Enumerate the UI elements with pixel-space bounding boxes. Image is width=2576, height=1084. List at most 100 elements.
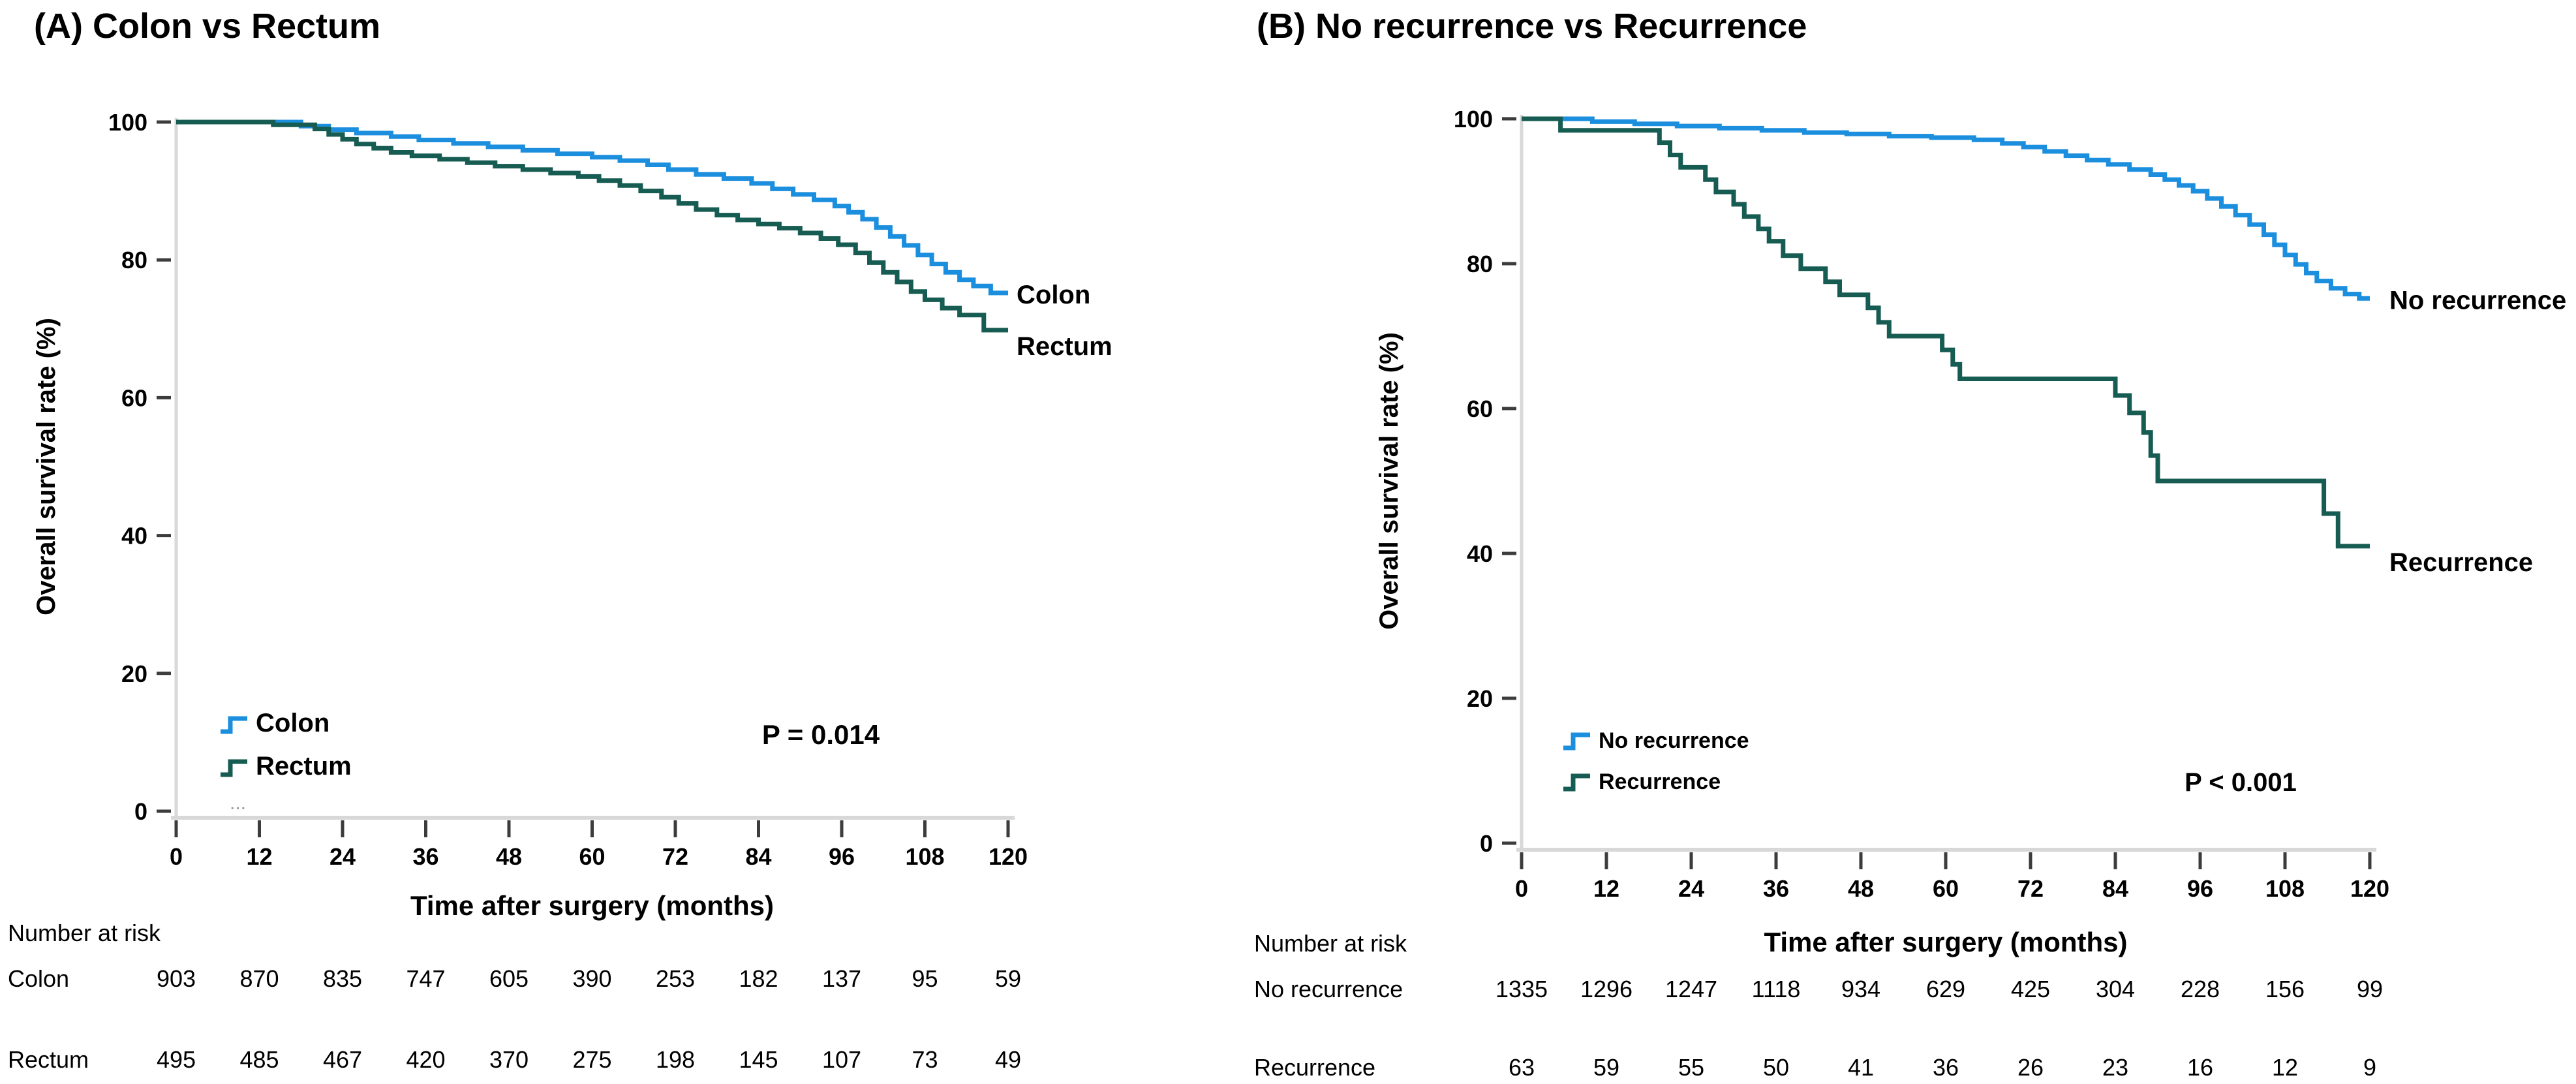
x-tick-label: 72 xyxy=(2017,875,2044,902)
y-tick-label: 80 xyxy=(1467,251,1493,277)
p-value-label: P < 0.001 xyxy=(2185,768,2297,797)
curve-end-label-no-recurrence: No recurrence xyxy=(2389,286,2566,315)
at-risk-value: 156 xyxy=(2265,976,2305,1002)
x-tick-label: 108 xyxy=(905,843,944,870)
at-risk-value: 55 xyxy=(1678,1054,1704,1081)
at-risk-value: 425 xyxy=(2011,976,2050,1002)
x-tick-label: 84 xyxy=(745,843,771,870)
x-tick-label: 60 xyxy=(1933,875,1959,902)
x-tick-label: 0 xyxy=(1515,875,1528,902)
at-risk-value: 390 xyxy=(572,965,611,992)
at-risk-value: 182 xyxy=(739,965,778,992)
y-tick-label: 80 xyxy=(121,247,147,273)
at-risk-value: 145 xyxy=(739,1046,778,1073)
at-risk-value: 605 xyxy=(489,965,529,992)
y-tick-label: 100 xyxy=(1454,106,1493,132)
legend-censor-dots: ... xyxy=(230,792,246,814)
at-risk-value: 63 xyxy=(1509,1054,1535,1081)
legend-step-icon-no-recurrence xyxy=(1563,732,1590,751)
at-risk-value: 304 xyxy=(2096,976,2135,1002)
legend-label-colon: Colon xyxy=(256,709,330,737)
x-tick-label: 60 xyxy=(579,843,605,870)
at-risk-row-label-rectum: Rectum xyxy=(8,1046,89,1073)
at-risk-value: 198 xyxy=(656,1046,695,1073)
x-tick-label: 84 xyxy=(2102,875,2128,902)
at-risk-value: 36 xyxy=(1933,1054,1959,1081)
km-curve-colon xyxy=(176,119,1008,296)
at-risk-row-label-recurrence: Recurrence xyxy=(1254,1054,1375,1081)
y-tick-label: 0 xyxy=(134,798,147,825)
x-tick-label: 12 xyxy=(1593,875,1619,902)
at-risk-value: 870 xyxy=(239,965,279,992)
legend-label-recurrence: Recurrence xyxy=(1599,769,1721,794)
at-risk-value: 1118 xyxy=(1752,976,1801,1002)
curve-end-label-rectum: Rectum xyxy=(1017,332,1112,361)
curve-end-label-recurrence: Recurrence xyxy=(2389,548,2533,577)
y-tick-label: 60 xyxy=(1467,395,1493,422)
y-tick-label: 0 xyxy=(1480,830,1493,857)
x-tick-label: 120 xyxy=(2350,875,2389,902)
number-at-risk-header: Number at risk xyxy=(1254,930,1407,957)
x-tick-label: 96 xyxy=(2187,875,2213,902)
legend-label-rectum: Rectum xyxy=(256,752,352,781)
at-risk-value: 59 xyxy=(1593,1054,1619,1081)
at-risk-value: 16 xyxy=(2187,1054,2213,1081)
km-curve-no-recurrence xyxy=(1522,116,2370,301)
y-axis-title: Overall survival rate (%) xyxy=(32,318,61,615)
at-risk-value: 12 xyxy=(2272,1054,2298,1081)
y-tick-label: 40 xyxy=(121,523,147,550)
at-risk-value: 1247 xyxy=(1665,976,1717,1002)
at-risk-value: 275 xyxy=(572,1046,611,1073)
legend-label-no-recurrence: No recurrence xyxy=(1599,728,1749,753)
x-tick-label: 0 xyxy=(170,843,183,870)
x-axis-title: Time after surgery (months) xyxy=(1764,927,2127,957)
x-tick-label: 108 xyxy=(2265,875,2305,902)
at-risk-value: 50 xyxy=(1763,1054,1789,1081)
x-tick-label: 120 xyxy=(989,843,1028,870)
number-at-risk-header: Number at risk xyxy=(8,920,161,946)
at-risk-value: 370 xyxy=(489,1046,529,1073)
x-tick-label: 96 xyxy=(829,843,855,870)
at-risk-value: 903 xyxy=(157,965,196,992)
at-risk-value: 41 xyxy=(1848,1054,1874,1081)
curve-end-label-colon: Colon xyxy=(1017,281,1090,309)
at-risk-value: 253 xyxy=(656,965,695,992)
km-curve-recurrence xyxy=(1522,116,2370,549)
y-tick-label: 20 xyxy=(121,660,147,687)
y-axis-title: Overall survival rate (%) xyxy=(1375,332,1403,630)
at-risk-value: 747 xyxy=(406,965,445,992)
at-risk-value: 495 xyxy=(157,1046,196,1073)
legend-step-icon-rectum xyxy=(221,759,247,777)
y-tick-label: 60 xyxy=(121,384,147,411)
p-value-label: P = 0.014 xyxy=(762,719,880,750)
at-risk-value: 49 xyxy=(995,1046,1021,1073)
panel-a: (A) Colon vs Rectum Overall survival rate… xyxy=(8,7,1112,1073)
at-risk-value: 1296 xyxy=(1580,976,1633,1002)
at-risk-value: 629 xyxy=(1926,976,1965,1002)
at-risk-row-label-no-recurrence: No recurrence xyxy=(1254,976,1403,1002)
x-tick-label: 72 xyxy=(662,843,688,870)
at-risk-value: 23 xyxy=(2102,1054,2128,1081)
at-risk-value: 228 xyxy=(2181,976,2220,1002)
at-risk-value: 95 xyxy=(912,965,938,992)
at-risk-value: 137 xyxy=(822,965,861,992)
at-risk-value: 835 xyxy=(323,965,362,992)
panel-b: (B) No recurrence vs Recurrence Overall s… xyxy=(1254,7,2566,1081)
km-curve-rectum xyxy=(176,119,1008,333)
panel-title: (B) No recurrence vs Recurrence xyxy=(1257,7,1807,46)
x-tick-label: 36 xyxy=(1763,875,1789,902)
at-risk-value: 107 xyxy=(822,1046,861,1073)
y-tick-label: 40 xyxy=(1467,540,1493,567)
at-risk-value: 59 xyxy=(995,965,1021,992)
at-risk-value: 9 xyxy=(2363,1054,2376,1081)
x-tick-label: 48 xyxy=(1848,875,1874,902)
y-tick-label: 100 xyxy=(108,109,147,136)
x-tick-label: 48 xyxy=(496,843,522,870)
panel-title: (A) Colon vs Rectum xyxy=(34,7,380,46)
at-risk-value: 1335 xyxy=(1495,976,1548,1002)
x-tick-label: 12 xyxy=(246,843,272,870)
x-axis-title: Time after surgery (months) xyxy=(410,890,774,921)
at-risk-row-label-colon: Colon xyxy=(8,965,69,992)
